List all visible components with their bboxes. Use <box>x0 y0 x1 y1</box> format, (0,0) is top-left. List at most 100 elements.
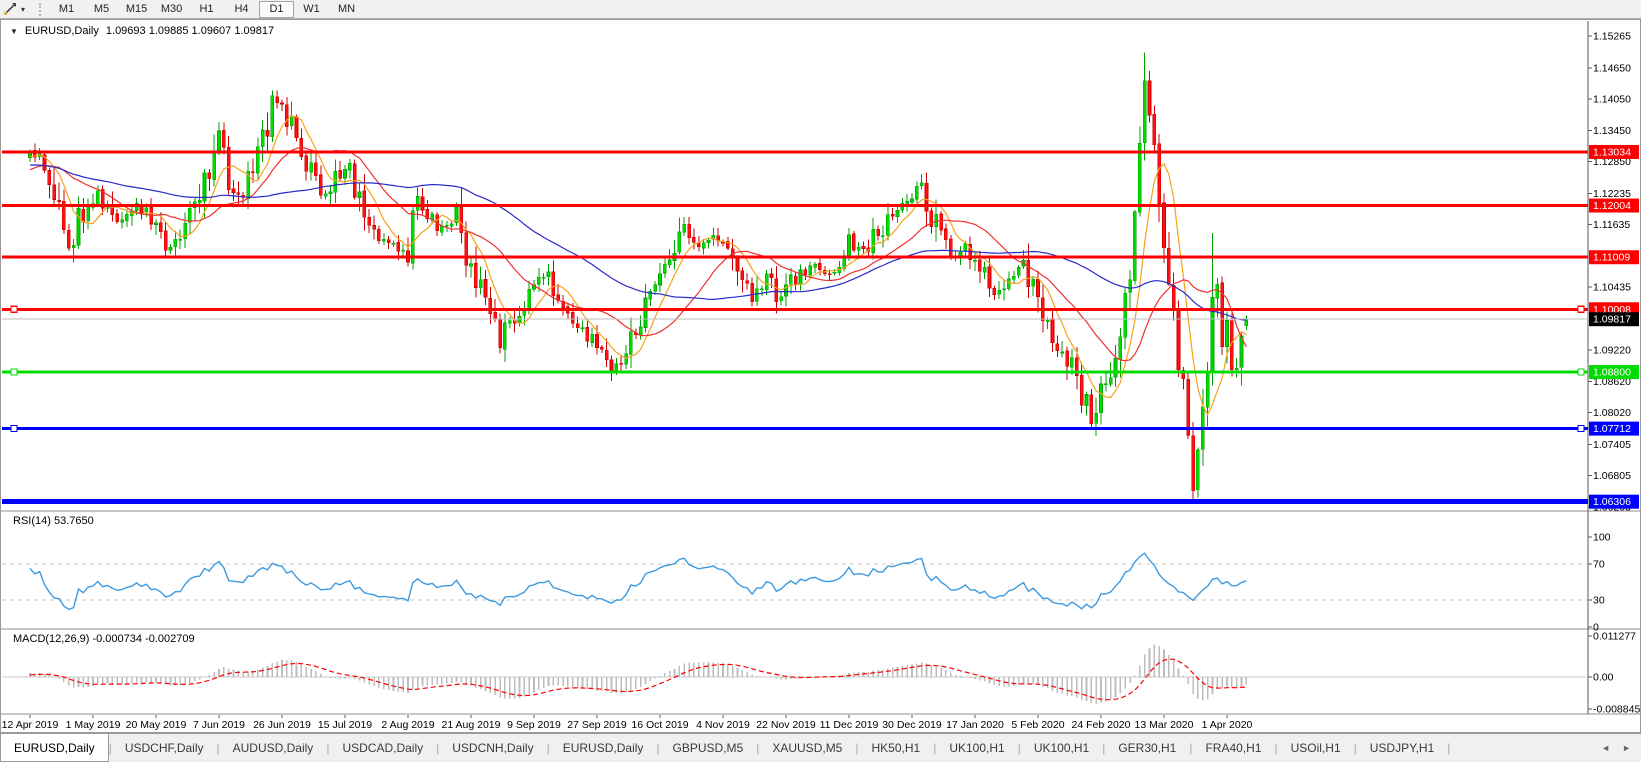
chart-ohlc-values: 1.09693 1.09885 1.09607 1.09817 <box>105 25 275 37</box>
tab-separator: | <box>656 741 660 755</box>
tab-separator: | <box>326 741 330 755</box>
tab-separator: | <box>855 741 859 755</box>
svg-text:1.11635: 1.11635 <box>1593 219 1630 231</box>
svg-text:30 Dec 2019: 30 Dec 2019 <box>882 719 942 731</box>
price-axis[interactable]: 1.15265 1.14650 1.14050 1.13450 1.12850 1.122… <box>1588 31 1640 716</box>
collapse-triangle-icon[interactable]: ▼ <box>10 26 18 36</box>
timeframe-button-W1[interactable]: W1 <box>303 2 320 15</box>
macd-indicator-label: MACD(12,26,9) -0.000734 -0.002709 <box>13 633 195 645</box>
chart-tab-EURUSD-Daily[interactable]: EURUSD,Daily <box>562 741 644 755</box>
svg-text:7 Jun 2019: 7 Jun 2019 <box>193 719 245 731</box>
svg-text:22 Nov 2019: 22 Nov 2019 <box>756 719 816 731</box>
timeframe-button-M5[interactable]: M5 <box>93 2 110 15</box>
svg-text:0.00: 0.00 <box>1593 672 1614 684</box>
timeframe-button-D1[interactable]: D1 <box>259 0 295 18</box>
timeframe-button-MN[interactable]: MN <box>337 2 356 15</box>
tab-separator: | <box>1017 741 1021 755</box>
chart-tab-EURUSD-Daily[interactable]: EURUSD,Daily <box>0 734 109 762</box>
tab-separator: | <box>933 741 937 755</box>
fast-ma-line <box>29 115 1247 417</box>
chart-tab-HK50-H1[interactable]: HK50,H1 <box>871 741 921 755</box>
top-toolbar: ▾ M1 M5 M15 M30 H1 H4 D1 W1 MN <box>0 0 1641 19</box>
svg-text:15 Jul 2019: 15 Jul 2019 <box>318 719 372 731</box>
chart-tab-bar: EURUSD,Daily | USDCHF,Daily | AUDUSD,Daily | U… <box>0 733 1641 762</box>
slow-ma-line <box>29 164 1247 321</box>
svg-text:1.06306: 1.06306 <box>1593 496 1631 508</box>
tab-separator: | <box>756 741 760 755</box>
svg-text:70: 70 <box>1593 559 1605 571</box>
timeframe-button-M15[interactable]: M15 <box>125 2 148 15</box>
svg-text:16 Oct 2019: 16 Oct 2019 <box>631 719 688 731</box>
svg-text:1.12850: 1.12850 <box>1593 156 1631 168</box>
timeframe-button-M30[interactable]: M30 <box>160 2 183 15</box>
svg-text:1.10435: 1.10435 <box>1593 282 1631 294</box>
tab-separator: | <box>1353 741 1357 755</box>
svg-text:24 Feb 2020: 24 Feb 2020 <box>1072 719 1131 731</box>
line-handle[interactable] <box>1577 368 1585 376</box>
svg-text:21 Aug 2019: 21 Aug 2019 <box>442 719 501 731</box>
axis-price-badge: 1.07712 <box>1589 421 1639 436</box>
tab-separator: | <box>108 741 112 755</box>
chart-tab-USOil-H1[interactable]: USOil,H1 <box>1290 741 1341 755</box>
time-axis[interactable]: 12 Apr 2019 1 May 2019 20 May 2019 7 Jun 20… <box>2 715 1253 731</box>
svg-text:-0.008845: -0.008845 <box>1593 704 1640 716</box>
rsi-indicator-label: RSI(14) 53.7650 <box>13 515 94 527</box>
svg-text:1.08020: 1.08020 <box>1593 407 1631 419</box>
svg-text:1.09817: 1.09817 <box>1593 314 1631 326</box>
chart-tab-UK100-H1[interactable]: UK100,H1 <box>949 741 1005 755</box>
svg-text:0: 0 <box>1593 622 1599 634</box>
svg-text:9 Sep 2019: 9 Sep 2019 <box>507 719 561 731</box>
tab-scroll-right-icon[interactable]: ► <box>1622 743 1631 753</box>
chevron-down-icon: ▾ <box>21 4 26 14</box>
svg-text:1.14650: 1.14650 <box>1593 62 1631 74</box>
svg-text:0.011277: 0.011277 <box>1593 631 1636 643</box>
svg-text:1.14050: 1.14050 <box>1593 94 1631 106</box>
horizontal-line-1.07712[interactable] <box>2 425 1588 433</box>
price-chart-svg[interactable]: 1.15265 1.14650 1.14050 1.13450 1.12850 1.122… <box>0 19 1641 733</box>
svg-text:1.07712: 1.07712 <box>1593 423 1631 435</box>
chart-tab-UK100-H1[interactable]: UK100,H1 <box>1033 741 1090 755</box>
chart-tab-USDJPY-H1[interactable]: USDJPY,H1 <box>1369 741 1435 755</box>
tab-separator: | <box>1447 741 1451 755</box>
svg-text:1 May 2019: 1 May 2019 <box>66 719 121 731</box>
svg-text:13 Mar 2020: 13 Mar 2020 <box>1135 719 1194 731</box>
chart-tab-GBPUSD-M5[interactable]: GBPUSD,M5 <box>672 741 744 755</box>
svg-text:1.13034: 1.13034 <box>1593 146 1631 158</box>
chart-tab-AUDUSD-Daily[interactable]: AUDUSD,Daily <box>232 741 314 755</box>
horizontal-line-1.08800[interactable] <box>2 368 1588 376</box>
svg-text:30: 30 <box>1593 595 1605 607</box>
axis-price-badge: 1.13034 <box>1589 144 1639 159</box>
chart-tab-USDCNH-Daily[interactable]: USDCNH,Daily <box>452 741 534 755</box>
chart-tab-USDCAD-Daily[interactable]: USDCAD,Daily <box>342 741 424 755</box>
svg-text:1.12235: 1.12235 <box>1593 188 1631 200</box>
axis-price-badge: 1.08800 <box>1589 365 1639 380</box>
svg-text:1.06805: 1.06805 <box>1593 470 1631 482</box>
macd-histogram <box>29 644 1248 704</box>
line-handle[interactable] <box>1577 425 1585 433</box>
line-handle[interactable] <box>10 305 18 313</box>
mid-ma-line <box>29 146 1247 362</box>
tab-scroll-left-icon[interactable]: ◄ <box>1601 743 1611 753</box>
axis-price-badge: 1.06306 <box>1589 494 1639 509</box>
toolbar-grip[interactable] <box>39 2 42 16</box>
axis-price-badge: 1.09817 <box>1589 312 1639 327</box>
timeframe-button-H1[interactable]: H1 <box>199 2 214 15</box>
chart-tool-button[interactable]: ▾ <box>0 0 29 18</box>
horizontal-line-1.10008[interactable] <box>2 305 1588 313</box>
timeframe-button-M1[interactable]: M1 <box>58 2 75 15</box>
svg-text:1.15265: 1.15265 <box>1593 31 1631 43</box>
chart-tab-GER30-H1[interactable]: GER30,H1 <box>1118 741 1177 755</box>
tab-separator: | <box>436 741 440 755</box>
chart-tab-USDCHF-Daily[interactable]: USDCHF,Daily <box>124 741 204 755</box>
chart-tab-XAUUSD-M5[interactable]: XAUUSD,M5 <box>772 741 843 755</box>
tab-separator: | <box>216 741 220 755</box>
tab-separator: | <box>546 741 550 755</box>
chart-tab-FRA40-H1[interactable]: FRA40,H1 <box>1205 741 1262 755</box>
line-handle[interactable] <box>10 368 18 376</box>
line-handle[interactable] <box>10 425 18 433</box>
line-handle[interactable] <box>1577 305 1585 313</box>
timeframe-button-H4[interactable]: H4 <box>234 2 249 15</box>
chart-symbol-period: EURUSD,Daily <box>24 25 99 37</box>
macd-signal-line <box>29 658 1247 701</box>
svg-text:1.12004: 1.12004 <box>1593 200 1631 212</box>
